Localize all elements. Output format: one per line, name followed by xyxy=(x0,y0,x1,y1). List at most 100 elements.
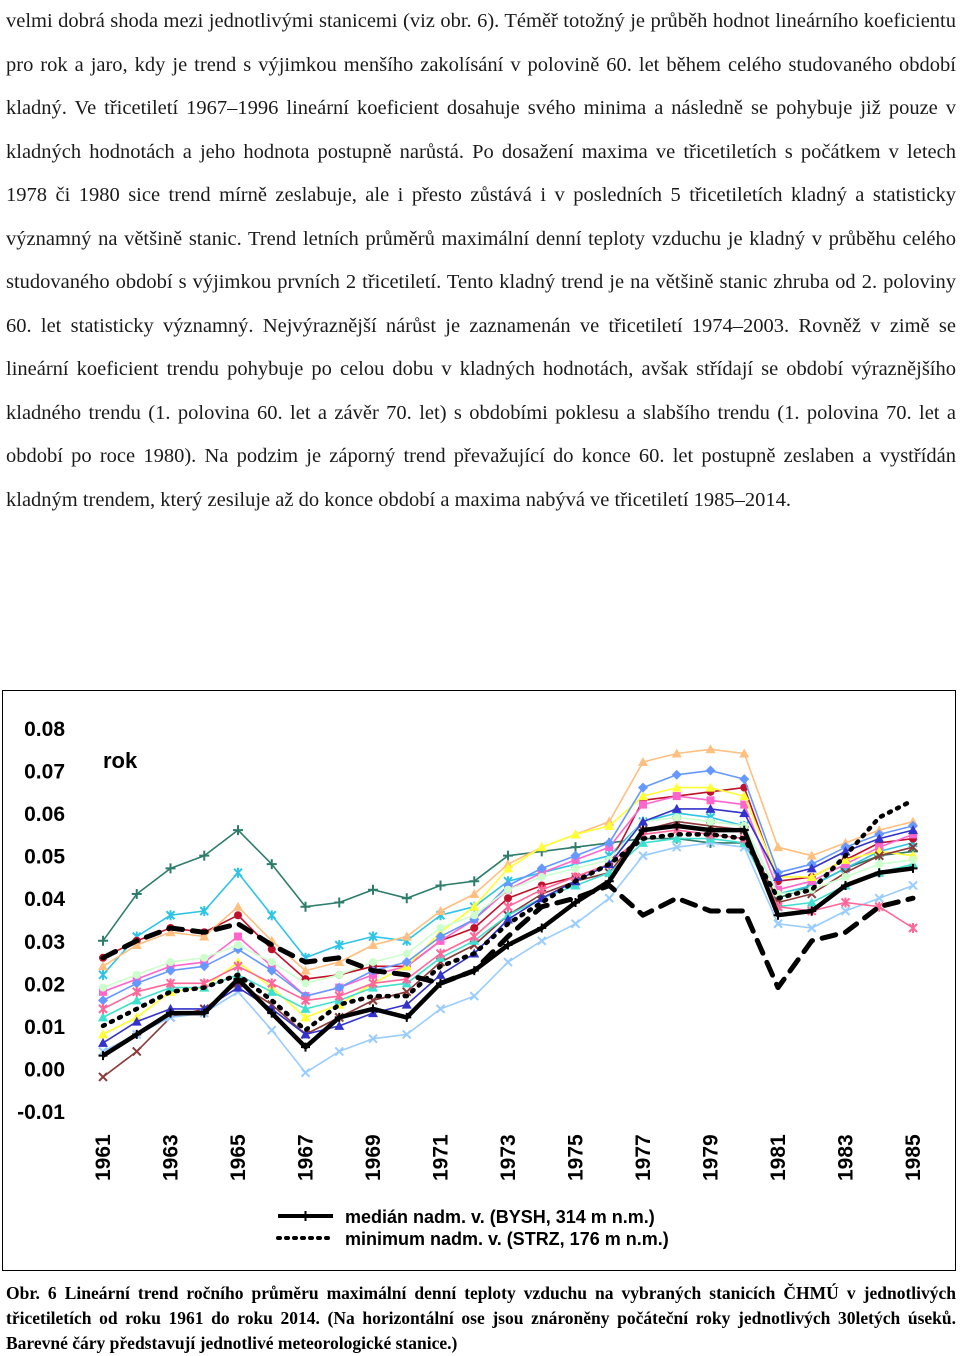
data-point xyxy=(470,911,479,920)
data-point xyxy=(199,850,210,861)
data-point xyxy=(132,970,141,979)
data-point xyxy=(841,880,850,890)
data-point xyxy=(706,825,715,835)
data-point xyxy=(570,850,581,861)
data-point xyxy=(841,860,850,869)
data-point xyxy=(671,748,682,758)
data-point xyxy=(806,863,817,873)
data-point xyxy=(840,854,851,864)
data-point xyxy=(536,842,547,852)
data-point xyxy=(132,1046,142,1057)
data-point xyxy=(908,923,918,934)
data-point xyxy=(233,982,243,992)
data-point xyxy=(267,910,277,921)
data-point xyxy=(401,957,412,968)
x-tick-label: 1965 xyxy=(227,1134,250,1181)
data-point xyxy=(234,932,242,941)
data-point xyxy=(469,931,479,942)
data-point xyxy=(99,983,107,992)
legend-label: medián nadm. v. (BYSH, 314 m n.m.) xyxy=(345,1207,655,1227)
data-point xyxy=(369,958,377,967)
y-tick-label: 0.04 xyxy=(24,888,65,911)
data-point xyxy=(98,935,108,946)
data-point xyxy=(368,1033,378,1044)
data-point xyxy=(267,1008,277,1018)
y-tick-label: 0.03 xyxy=(24,931,65,954)
data-point xyxy=(875,860,884,869)
data-point xyxy=(840,897,851,908)
data-point xyxy=(300,995,311,1006)
data-point xyxy=(807,906,817,916)
data-point xyxy=(908,842,918,852)
y-tick-label: 0.06 xyxy=(24,803,65,826)
data-point xyxy=(537,936,547,946)
data-point xyxy=(604,837,615,848)
data-point xyxy=(435,948,446,959)
data-point xyxy=(98,1037,108,1047)
x-tick-label: 1971 xyxy=(430,1134,453,1181)
data-point xyxy=(672,792,681,801)
x-tick-label: 1983 xyxy=(835,1134,858,1181)
data-point xyxy=(908,825,918,835)
data-point xyxy=(504,894,512,903)
data-point xyxy=(739,808,750,818)
data-point xyxy=(773,910,783,920)
data-point xyxy=(705,744,716,754)
data-point xyxy=(773,842,783,852)
data-point xyxy=(233,867,243,878)
data-point xyxy=(503,914,513,924)
x-tick-label: 1969 xyxy=(362,1134,385,1181)
data-point xyxy=(131,1016,142,1026)
data-point xyxy=(233,825,243,836)
series-line xyxy=(100,798,916,1033)
data-point xyxy=(806,871,817,881)
data-point xyxy=(706,817,715,826)
data-point xyxy=(334,1020,345,1030)
data-point xyxy=(368,1004,378,1014)
data-point xyxy=(537,884,547,895)
data-point xyxy=(266,859,277,870)
data-point xyxy=(267,958,276,967)
series-lines xyxy=(98,744,918,1082)
data-point xyxy=(739,774,750,785)
data-point xyxy=(537,872,546,881)
data-point xyxy=(166,958,175,967)
series-1 xyxy=(100,798,916,1033)
figure-frame: 0.08 0.07 0.06 0.05 0.04 0.03 0.02 0.01 0.00 -0.0… xyxy=(2,690,956,1271)
y-tick-label: 0.02 xyxy=(24,973,65,996)
data-point xyxy=(234,911,242,920)
data-point xyxy=(807,923,817,933)
data-point xyxy=(131,995,142,1005)
data-point xyxy=(672,821,682,831)
data-point xyxy=(436,924,445,933)
data-point xyxy=(165,863,176,874)
data-point xyxy=(638,825,648,835)
data-point xyxy=(200,953,209,962)
data-point xyxy=(806,897,817,907)
data-point xyxy=(435,880,446,891)
data-point xyxy=(671,782,682,792)
data-point xyxy=(165,965,176,976)
series-0 xyxy=(98,821,918,1061)
data-point xyxy=(300,965,311,975)
data-point xyxy=(233,961,243,972)
data-point xyxy=(671,803,682,813)
data-point xyxy=(840,846,851,856)
x-tick-label: 1973 xyxy=(497,1134,520,1181)
data-point xyxy=(300,901,311,912)
data-point xyxy=(435,931,446,942)
data-point xyxy=(671,833,682,843)
data-point xyxy=(503,901,513,912)
data-point xyxy=(874,868,884,878)
data-point xyxy=(435,905,446,915)
data-point xyxy=(470,924,479,933)
data-point xyxy=(401,999,412,1009)
data-point xyxy=(98,1012,108,1022)
data-point xyxy=(435,1004,446,1014)
data-point xyxy=(98,1051,108,1061)
data-point xyxy=(165,978,176,989)
y-tick-label: 0.01 xyxy=(24,1016,65,1039)
data-point xyxy=(773,871,783,881)
data-point xyxy=(301,979,310,988)
data-point xyxy=(469,876,480,887)
